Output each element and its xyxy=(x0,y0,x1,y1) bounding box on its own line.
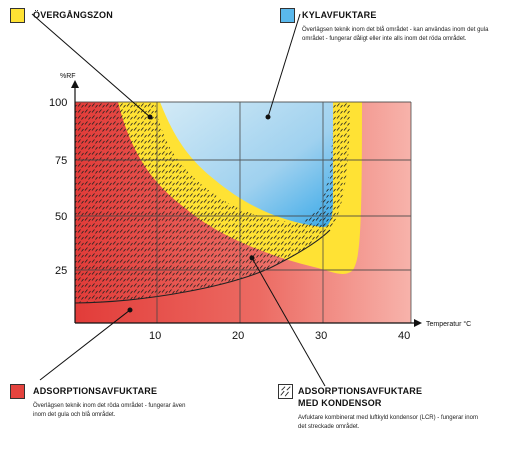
legend-adsorption-condenser-title: ADSORPTIONSAVFUKTARE xyxy=(298,386,423,396)
cooling-swatch-icon xyxy=(280,8,295,23)
grid xyxy=(75,101,412,323)
x-tick-label: 30 xyxy=(315,330,327,342)
condenser-boundary-line xyxy=(75,229,331,304)
callout-lines xyxy=(31,13,326,387)
legend-transition-title: ÖVERGÅNGSZON xyxy=(33,10,113,20)
x-axis-unit: Temperatur °C xyxy=(426,320,471,328)
adsorption-swatch-icon xyxy=(10,384,25,399)
hatched-swatch-icon xyxy=(278,384,293,399)
y-tick-label: 75 xyxy=(55,155,67,167)
legend-adsorption-desc: Överlägsen teknik inom det röda området … xyxy=(33,403,186,418)
y-tick-label: 50 xyxy=(55,211,67,223)
cooling-region xyxy=(160,102,333,228)
legend-adsorption-condenser-title-line2: MED KONDENSOR xyxy=(298,398,382,408)
legend-cooling-title: KYLAVFUKTARE xyxy=(302,10,377,20)
transition-swatch-icon xyxy=(10,8,25,23)
x-tick-label: 40 xyxy=(398,330,410,342)
legend-cooling-desc: Överlägsen teknik inom det blå området -… xyxy=(302,27,489,42)
legend-adsorption-condenser-desc: Avfuktare kombinerat med luftkyld konden… xyxy=(298,415,478,430)
condenser-hatched-region xyxy=(75,102,350,303)
y-tick-label: 25 xyxy=(55,265,67,277)
legend-adsorption-title: ADSORPTIONSAVFUKTARE xyxy=(33,386,158,396)
y-axis-unit: %RF xyxy=(60,73,76,80)
axes xyxy=(71,80,422,327)
y-tick-label: 100 xyxy=(49,97,67,109)
x-tick-label: 20 xyxy=(232,330,244,342)
x-tick-label: 10 xyxy=(149,330,161,342)
